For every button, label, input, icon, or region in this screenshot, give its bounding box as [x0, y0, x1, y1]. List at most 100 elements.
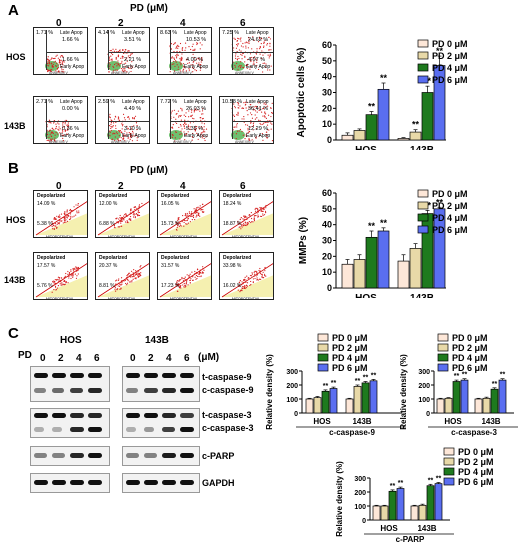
late-apop-label: Late Apop: [246, 30, 269, 36]
legend-label: PD 4 μM: [332, 353, 368, 363]
x-axis-label: ANNEXIN V: [235, 140, 254, 144]
bar: [313, 397, 322, 414]
blot-band: [52, 388, 64, 393]
panel-c-pd: PD: [18, 350, 32, 361]
polarized-value: 8.81 %: [99, 283, 115, 289]
early-apop-label: Early Apop: [246, 133, 271, 139]
blot-band: [144, 480, 158, 485]
scatter-cloud: [221, 201, 273, 236]
blot-dose-label: 4: [166, 353, 172, 364]
y-axis-label: Apoptotic cells (%): [296, 47, 307, 137]
bar: [305, 398, 314, 414]
y-tick-label: 40: [322, 72, 332, 82]
quadrant-line-v: [108, 30, 109, 70]
blot-dose-label: 0: [40, 353, 46, 364]
y-tick-label: 300: [354, 476, 366, 483]
panel-b-dose-2: 2: [118, 181, 124, 192]
scatter-cloud: [97, 263, 149, 298]
bar: [498, 379, 507, 414]
significance-mark: **: [368, 102, 376, 112]
blot-dose-label: 6: [184, 353, 190, 364]
category-label: 143B: [417, 524, 436, 533]
blot-band: [162, 453, 176, 458]
pct-top-left: 2.59 %: [98, 99, 116, 105]
depolarized-label: Depolarized: [99, 193, 128, 199]
late-apop-label: Late Apop: [122, 30, 145, 36]
legend-label: PD 2 μM: [458, 457, 494, 467]
category-label: HOS: [355, 293, 377, 298]
legend-swatch: [443, 477, 455, 486]
pct-top-left: 10.58 %: [222, 99, 243, 105]
blot-band: [126, 413, 140, 418]
significance-mark: **: [436, 46, 444, 56]
depolarized-value: 20.37 %: [99, 263, 118, 269]
legend-label: PD 4 μM: [432, 63, 468, 73]
polarized-value: 15.73 %: [161, 221, 180, 227]
quadrant-line-h: [232, 52, 273, 53]
blot-band: [144, 427, 154, 432]
bar: [434, 483, 443, 521]
late-apop-label: Late Apop: [60, 30, 83, 36]
late-apop-value: 36.41 %: [248, 106, 269, 112]
depolarized-label: Depolarized: [223, 193, 252, 199]
significance-mark: **: [428, 477, 434, 484]
category-label: 143B: [410, 293, 434, 298]
x-axis-label: ANNEXIN V: [111, 71, 130, 75]
panel-b-header: PD (μM): [130, 165, 168, 176]
blot-dose-label: 2: [148, 353, 154, 364]
x-axis-label: ANNEXIN V: [111, 140, 130, 144]
mitopotential-plot: Depolarized 12.00 % 6.88 % MITOPOTENTIAL: [95, 190, 150, 238]
quadrant-line-h: [46, 52, 87, 53]
bar: [380, 505, 389, 521]
significance-mark: **: [436, 475, 442, 482]
significance-mark: **: [331, 380, 337, 387]
legend-swatch: [437, 333, 449, 342]
pct-top-left: 2.71 %: [36, 99, 54, 105]
legend-label: PD 2 μM: [432, 51, 468, 61]
depolarized-value: 14.09 %: [37, 201, 56, 207]
panel-a-row-143b: 143B: [4, 121, 26, 131]
label-c-parp: c-PARP: [202, 451, 235, 461]
x-axis-label: MITOPOTENTIAL: [232, 297, 261, 300]
mitopotential-plot: Depolarized 20.37 % 8.81 % MITOPOTENTIAL: [95, 252, 150, 300]
scatter-cloud: [169, 107, 208, 142]
y-tick-label: 20: [322, 251, 332, 261]
scatter-cloud: [159, 201, 211, 236]
polarized-value: 16.02 %: [223, 283, 242, 289]
depolarized-value: 17.57 %: [37, 263, 56, 269]
mitopotential-plot: Depolarized 16.05 % 15.73 % MITOPOTENTIAL: [157, 190, 212, 238]
chart-title: c-caspase-3: [451, 428, 497, 437]
bar: [397, 260, 410, 289]
depolarized-label: Depolarized: [37, 193, 66, 199]
quadrant-line-v: [46, 99, 47, 139]
blot-band: [144, 453, 157, 458]
legend-swatch: [317, 363, 329, 372]
blot-caspase-9-143b: [122, 366, 200, 402]
y-tick-label: 50: [322, 56, 332, 66]
significance-mark: **: [454, 373, 460, 380]
scatter-cloud: [169, 42, 203, 73]
y-tick-label: 0: [294, 411, 298, 418]
polarized-value: 18.87 %: [223, 221, 242, 227]
early-apop-value: 12.29 %: [248, 126, 269, 132]
blot-band: [70, 480, 84, 485]
early-apop-value: 2.21 %: [124, 57, 142, 63]
x-axis-label: MITOPOTENTIAL: [170, 297, 199, 300]
blot-band: [70, 413, 84, 418]
early-apop-value: 4.00 %: [186, 57, 204, 63]
x-axis-label: ANNEXIN V: [49, 71, 68, 75]
pct-top-left: 7.72 %: [160, 99, 178, 105]
y-tick-label: 100: [354, 504, 366, 511]
polarized-value: 5.76 %: [37, 283, 53, 289]
chart-title: c-caspase-9: [329, 428, 375, 437]
y-tick-label: 200: [286, 383, 298, 390]
quadrant-line-h: [46, 121, 87, 122]
x-axis-label: MITOPOTENTIAL: [170, 235, 199, 238]
depolarized-label: Depolarized: [99, 255, 128, 261]
late-apop-value: 4.49 %: [124, 106, 142, 112]
blot-parp-143b: [122, 446, 200, 466]
panel-a-header: PD (μM): [130, 3, 168, 14]
early-apop-label: Early Apop: [246, 64, 271, 70]
y-tick-label: 0: [362, 518, 366, 525]
legend-label: PD 6 μM: [458, 477, 494, 487]
